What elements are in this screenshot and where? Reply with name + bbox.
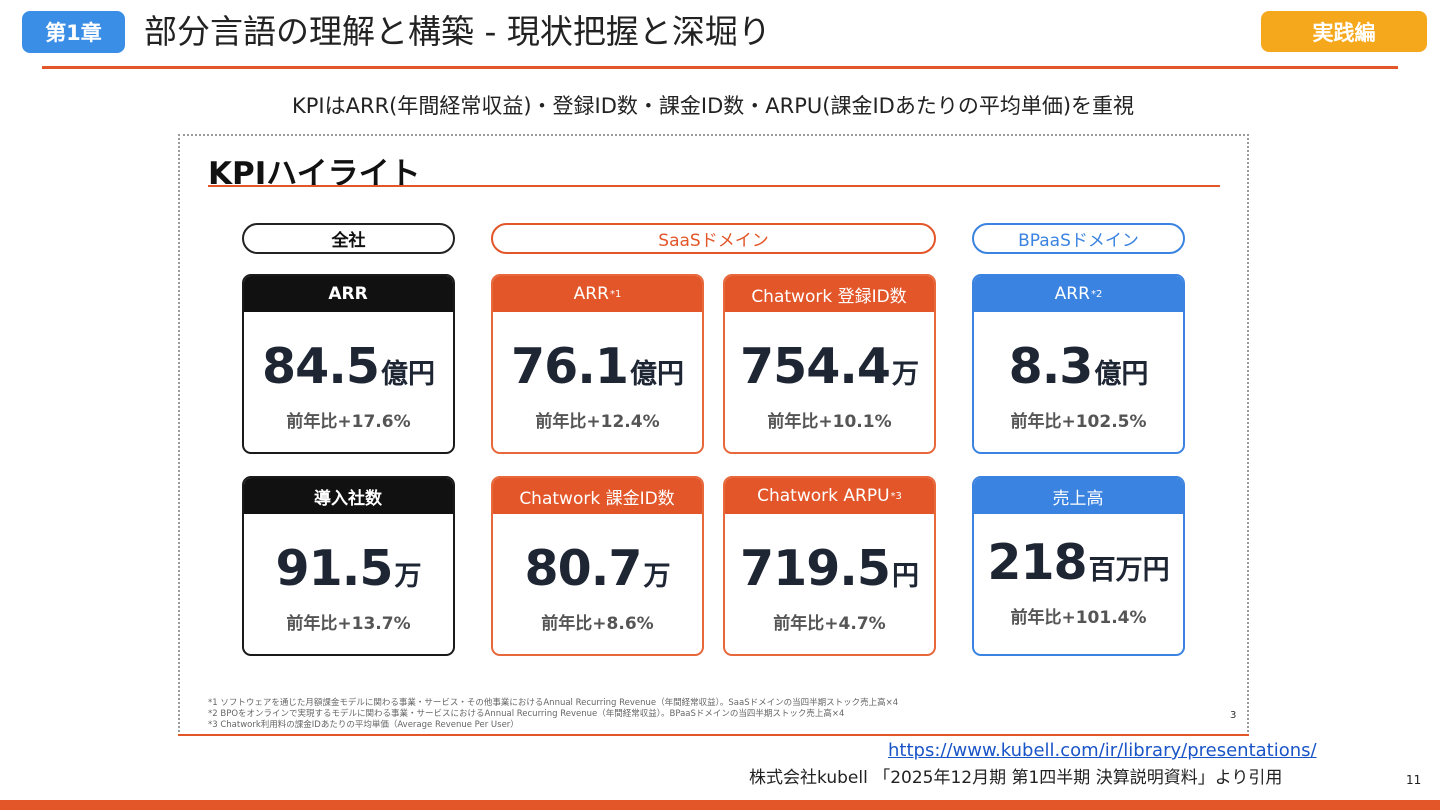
kpi-card-yoy: 前年比+12.4% — [535, 412, 660, 432]
source-citation: 株式会社kubell 「2025年12月期 第1四半期 決算説明資料」より引用 — [749, 768, 1283, 788]
source-link[interactable]: https://www.kubell.com/ir/library/presen… — [888, 740, 1317, 761]
kpi-card-yoy: 前年比+13.7% — [286, 614, 411, 634]
footnote: *3 Chatwork利用料の課金IDあたりの平均単価（Average Reve… — [208, 720, 519, 730]
segment-bpaas-pill: BPaaSドメイン — [972, 223, 1185, 254]
kpi-card-label: 導入社数 — [244, 478, 453, 514]
title-divider — [42, 66, 1398, 69]
kpi-card-company-arr: ARR 84.5億円 前年比+17.6% — [242, 274, 455, 454]
kpi-card-yoy: 前年比+10.1% — [767, 412, 892, 432]
kpi-card-value: 719.5円 — [740, 540, 919, 597]
kpi-card-bpaas-revenue: 売上高 218百万円 前年比+101.4% — [972, 476, 1185, 656]
kpi-card-value: 84.5億円 — [262, 338, 435, 395]
kpi-card-label: Chatwork 登録ID数 — [725, 276, 934, 312]
kpi-card-label: Chatwork ARPU *3 — [725, 478, 934, 514]
practice-badge: 実践編 — [1261, 11, 1427, 52]
kpi-card-value: 80.7万 — [524, 540, 671, 597]
kpi-card-value: 91.5万 — [275, 540, 422, 597]
embedded-slide: KPIハイライト 全社 SaaSドメイン BPaaSドメイン ARR 84.5億… — [178, 134, 1249, 736]
kpi-heading-rule — [208, 185, 1220, 187]
page-number: 11 — [1406, 773, 1422, 787]
footnote: *2 BPOをオンラインで実現するモデルに関わる事業・サービスにおけるAnnua… — [208, 709, 845, 719]
slide-footnotes: *1 ソフトウェアを通じた月額課金モデルに関わる事業・サービス・その他事業におけ… — [208, 698, 898, 731]
kpi-card-saas-arr: ARR *1 76.1億円 前年比+12.4% — [491, 274, 704, 454]
kpi-card-label: ARR *1 — [493, 276, 702, 312]
slide-page-number: 3 — [1230, 710, 1237, 721]
kpi-card-company-clients: 導入社数 91.5万 前年比+13.7% — [242, 476, 455, 656]
page-title: 部分言語の理解と構築 - 現状把握と深堀り — [144, 12, 771, 51]
kpi-card-value: 76.1億円 — [511, 338, 684, 395]
chapter-badge: 第1章 — [22, 11, 125, 53]
kpi-card-label: 売上高 — [974, 478, 1183, 514]
kpi-card-label: Chatwork 課金ID数 — [493, 478, 702, 514]
kpi-card-yoy: 前年比+4.7% — [773, 614, 886, 634]
kpi-card-bpaas-arr: ARR *2 8.3億円 前年比+102.5% — [972, 274, 1185, 454]
kpi-card-value: 8.3億円 — [1008, 338, 1149, 395]
kpi-card-saas-paid-ids: Chatwork 課金ID数 80.7万 前年比+8.6% — [491, 476, 704, 656]
segment-company-pill: 全社 — [242, 223, 455, 254]
kpi-card-saas-registered-ids: Chatwork 登録ID数 754.4万 前年比+10.1% — [723, 274, 936, 454]
kpi-card-yoy: 前年比+8.6% — [541, 614, 654, 634]
slide-bottom-rule — [178, 734, 1249, 736]
segment-saas-pill: SaaSドメイン — [491, 223, 936, 254]
kpi-card-label: ARR *2 — [974, 276, 1183, 312]
kpi-card-yoy: 前年比+17.6% — [286, 412, 411, 432]
kpi-card-value: 218百万円 — [987, 534, 1170, 591]
bottom-accent-bar — [0, 800, 1440, 810]
kpi-card-yoy: 前年比+101.4% — [1010, 608, 1147, 628]
kpi-card-saas-arpu: Chatwork ARPU *3 719.5円 前年比+4.7% — [723, 476, 936, 656]
footnote: *1 ソフトウェアを通じた月額課金モデルに関わる事業・サービス・その他事業におけ… — [208, 698, 899, 708]
kpi-card-yoy: 前年比+102.5% — [1010, 412, 1147, 432]
kpi-card-value: 754.4万 — [740, 338, 919, 395]
kpi-card-label: ARR — [244, 276, 453, 312]
slide-subtitle: KPIはARR(年間経常収益)・登録ID数・課金ID数・ARPU(課金IDあたり… — [291, 94, 1135, 118]
